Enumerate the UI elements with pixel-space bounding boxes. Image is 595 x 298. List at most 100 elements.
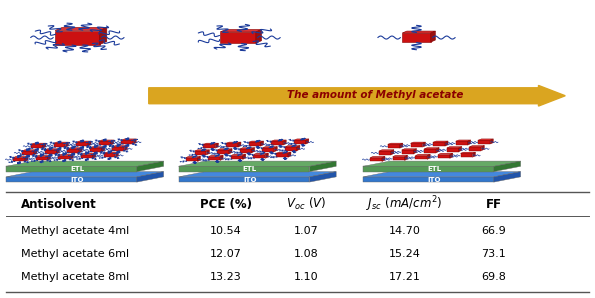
Polygon shape [231,154,246,156]
Polygon shape [411,142,425,143]
Text: 15.24: 15.24 [389,249,421,259]
Polygon shape [271,141,283,145]
FancyArrow shape [149,86,565,106]
Polygon shape [414,149,416,154]
Polygon shape [121,140,133,144]
Polygon shape [121,139,136,140]
Polygon shape [294,140,306,144]
Polygon shape [402,150,414,154]
Polygon shape [112,145,127,147]
Polygon shape [13,156,28,158]
Polygon shape [55,30,100,45]
Polygon shape [405,155,408,160]
Polygon shape [379,150,394,151]
Text: ITO: ITO [71,177,84,183]
Text: $\mathit{V_{oc}}$ $(V)$: $\mathit{V_{oc}}$ $(V)$ [286,196,327,212]
Polygon shape [25,156,28,162]
Polygon shape [262,147,277,148]
Polygon shape [195,151,206,155]
Polygon shape [81,153,96,155]
Polygon shape [445,141,448,146]
Polygon shape [31,143,46,145]
Polygon shape [203,143,218,145]
Polygon shape [253,155,265,158]
Text: 1.08: 1.08 [294,249,319,259]
Polygon shape [450,153,453,158]
Polygon shape [99,140,114,141]
Polygon shape [54,142,68,143]
Polygon shape [494,161,521,172]
Polygon shape [469,147,481,150]
Polygon shape [309,161,336,172]
Polygon shape [422,142,425,147]
Polygon shape [478,139,493,140]
Polygon shape [274,147,277,152]
Polygon shape [22,150,37,151]
Polygon shape [382,156,385,162]
Polygon shape [124,145,127,150]
Polygon shape [206,150,209,155]
Polygon shape [54,143,65,147]
Polygon shape [447,147,462,148]
Text: 17.21: 17.21 [389,272,421,282]
Polygon shape [459,147,462,152]
Polygon shape [249,142,261,146]
Polygon shape [65,142,68,147]
Polygon shape [370,158,382,162]
Polygon shape [79,148,82,153]
Polygon shape [203,145,215,148]
Polygon shape [388,143,403,145]
Polygon shape [370,156,385,158]
Polygon shape [220,30,262,32]
Polygon shape [137,172,164,182]
Polygon shape [256,30,262,43]
Text: Methyl acetate 8ml: Methyl acetate 8ml [21,272,129,282]
Polygon shape [456,140,471,141]
Polygon shape [45,149,60,150]
Text: ETL: ETL [70,166,84,172]
Polygon shape [45,150,57,154]
Polygon shape [285,145,300,147]
Polygon shape [178,161,336,166]
Polygon shape [198,156,201,162]
Text: 13.23: 13.23 [210,272,242,282]
Polygon shape [276,152,291,153]
Polygon shape [111,140,114,145]
Text: ITO: ITO [243,177,256,183]
Text: 66.9: 66.9 [481,226,506,236]
Polygon shape [88,141,91,146]
Polygon shape [6,161,164,166]
Polygon shape [178,172,336,177]
Polygon shape [249,141,264,142]
Polygon shape [104,152,118,153]
Polygon shape [99,141,111,145]
Polygon shape [402,149,416,150]
Text: 14.70: 14.70 [389,226,421,236]
Polygon shape [388,145,400,148]
Polygon shape [22,151,34,155]
Polygon shape [424,149,436,153]
Polygon shape [208,157,220,160]
Polygon shape [90,148,102,152]
Polygon shape [363,166,494,172]
Polygon shape [309,172,336,182]
Text: 1.07: 1.07 [294,226,319,236]
Polygon shape [461,153,472,157]
Polygon shape [294,139,309,140]
Polygon shape [178,177,309,182]
Text: Methyl acetate 4ml: Methyl acetate 4ml [21,226,129,236]
Polygon shape [379,151,391,155]
Polygon shape [57,149,60,154]
Polygon shape [81,155,93,158]
Polygon shape [102,147,105,152]
Polygon shape [36,157,48,160]
Polygon shape [490,139,493,144]
Polygon shape [427,154,430,159]
Polygon shape [363,172,521,177]
Polygon shape [6,172,164,177]
Polygon shape [253,153,268,155]
Polygon shape [400,143,403,148]
Polygon shape [363,177,494,182]
Polygon shape [468,140,471,145]
Polygon shape [402,33,431,42]
